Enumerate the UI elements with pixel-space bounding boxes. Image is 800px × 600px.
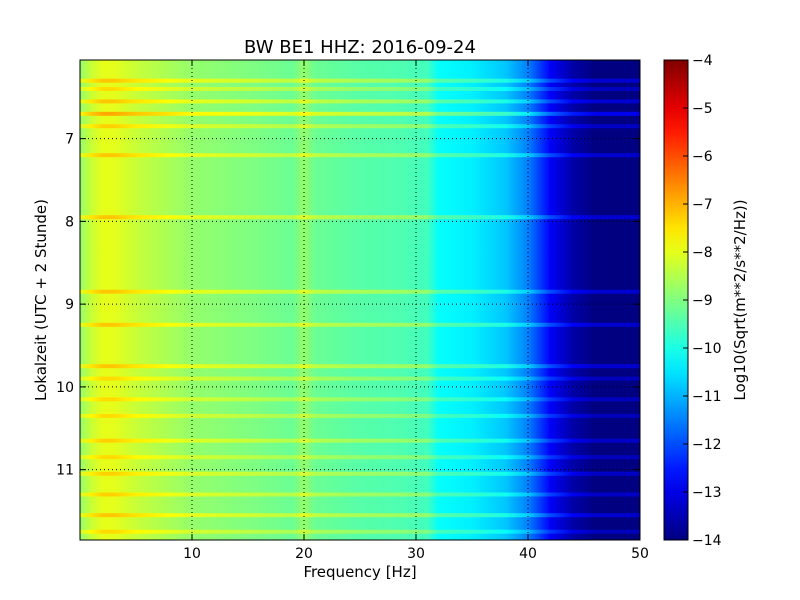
noise-band [80,111,640,116]
colorbar-tick-label: −14 [692,533,722,549]
x-tick-label: 50 [631,546,649,562]
spectrogram-heatmap [80,60,640,540]
x-axis-label: Frequency [Hz] [303,563,416,581]
x-tick-label: 40 [519,546,537,562]
colorbar-tick-label: −7 [692,197,713,213]
noise-band [80,153,640,158]
y-tick-label: 9 [65,297,74,313]
noise-band [80,215,640,220]
y-axis-label: Lokalzeit (UTC + 2 Stunde) [32,199,50,401]
noise-band [80,124,640,129]
colorbar-tick-label: −5 [692,101,713,117]
colorbar-tick-label: −9 [692,293,713,309]
x-tick-label: 30 [407,546,425,562]
noise-band [80,289,640,294]
x-tick-label: 10 [183,546,201,562]
plot-frame [79,59,641,541]
x-tick-label: 20 [295,546,313,562]
noise-band [80,99,640,104]
colorbar-tick-label: −6 [692,149,713,165]
y-tick-label: 7 [65,132,74,148]
colorbar-tick-label: −13 [692,485,722,501]
noise-band [80,471,640,476]
y-tick-label: 11 [56,463,74,479]
noise-band [80,87,640,91]
noise-band [80,364,640,369]
noise-band [80,322,640,327]
grid-lines [80,60,640,540]
colorbar-tick-label: −10 [692,341,722,357]
chart-title: BW BE1 HHZ: 2016-09-24 [244,37,476,58]
noise-band [80,376,640,381]
colorbar-ticks: −4 −5 −6 −7 −8 −9 −10 −11 −12 −13 −14 [683,53,722,549]
noise-band [80,455,640,460]
colorbar-tick-label: −4 [692,53,713,69]
noise-band [80,492,640,497]
x-axis-ticks: 10 20 30 40 50 [183,60,649,562]
y-axis-ticks: 7 8 9 10 11 [56,132,640,479]
y-tick-label: 8 [65,214,74,230]
y-tick-label: 10 [56,380,74,396]
noise-band [80,78,640,83]
noise-band [80,397,640,402]
noise-band [80,438,640,443]
colorbar-tick-label: −8 [692,245,713,261]
noise-band [80,413,640,418]
noise-band [80,529,640,534]
heatmap-background [80,60,640,540]
colorbar-tick-label: −11 [692,389,722,405]
noise-band [80,513,640,518]
colorbar-tick-label: −12 [692,437,722,453]
colorbar-label: Log10(Sqrt(m**2/s**2/Hz)) [731,199,749,400]
